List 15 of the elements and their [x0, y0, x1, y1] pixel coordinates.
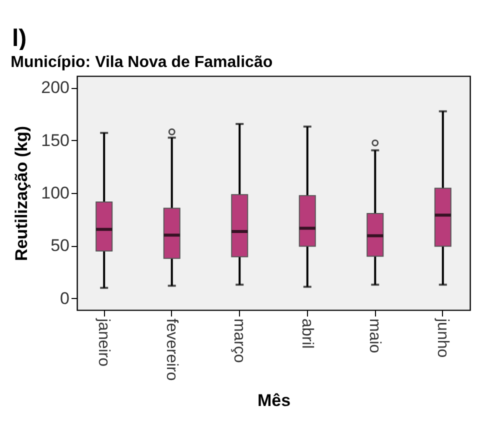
x-tick-label: abril: [298, 318, 316, 349]
text: l): [11, 24, 28, 52]
x-tick-label: janeiro: [95, 318, 112, 367]
y-tick-label: 150: [41, 130, 70, 150]
x-axis-title: Mês: [257, 390, 291, 410]
y-tick-label: 100: [41, 184, 70, 202]
x-tick-label: maio: [366, 318, 384, 354]
x-tick-label: fevereiro: [162, 318, 180, 381]
y-tick-label: 50: [50, 236, 70, 256]
x-tick-label: junho: [434, 318, 451, 358]
x-tick-label: março: [230, 318, 248, 364]
y-tick-label: 0: [60, 288, 70, 308]
chart-title: Município: Vila Nova de Famalicão: [10, 54, 273, 71]
y-tick-label: 200: [41, 78, 70, 98]
y-axis-title: Reutilização (kg): [12, 126, 32, 262]
